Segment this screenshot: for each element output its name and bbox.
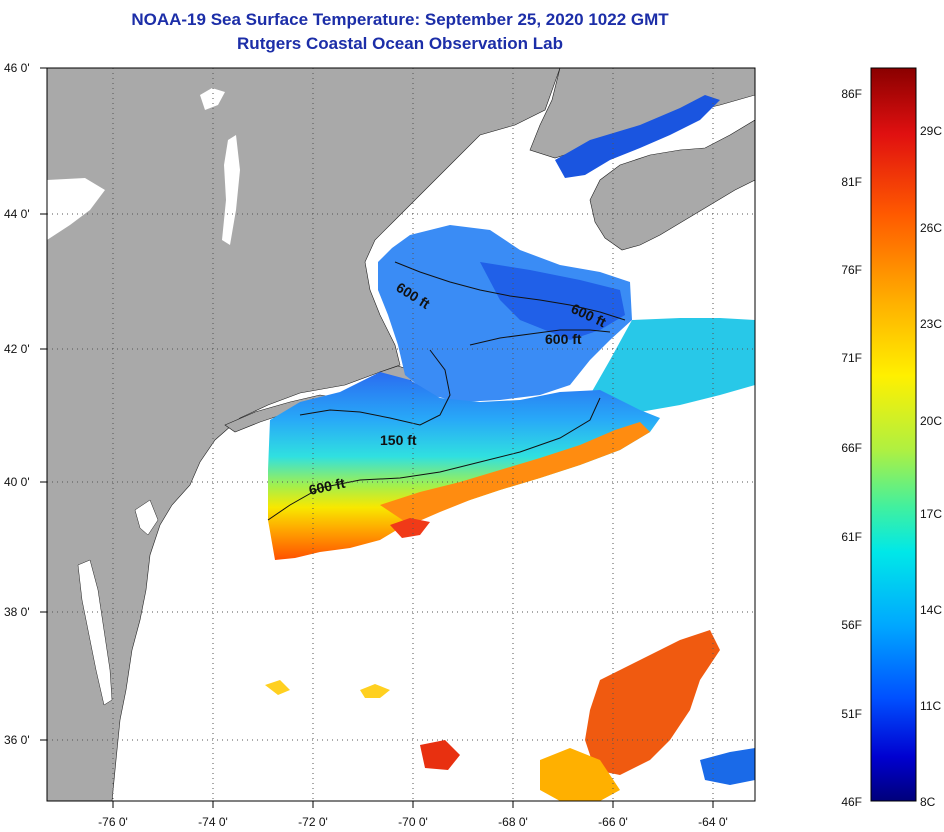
sst-gulf-cool: [480, 262, 625, 340]
lon-label: -64 0': [698, 815, 728, 829]
delaware-bay: [134, 499, 159, 536]
colorbar-c-label: 23C: [920, 317, 942, 331]
colorbar-c-label: 11C: [920, 699, 941, 713]
colorbar-f-label: 61F: [841, 530, 862, 544]
isobath-label: 600 ft: [545, 331, 582, 347]
colorbar-f-label: 76F: [841, 263, 862, 277]
colorbar-c-label: 26C: [920, 221, 942, 235]
temperature-colorbar: [870, 67, 917, 802]
sst-warm-slope: [380, 422, 650, 525]
lon-label: -70 0': [398, 815, 428, 829]
colorbar-c-label: 17C: [920, 507, 942, 521]
sst-patch-d: [265, 680, 390, 698]
lat-label: 42 0': [4, 342, 30, 356]
sst-bay-of-fundy: [555, 95, 720, 178]
map-subtitle: Rutgers Coastal Ocean Observation Lab: [237, 34, 563, 53]
sst-gulf-stream-b: [540, 748, 620, 801]
sst-hot-eddy: [390, 518, 430, 538]
colorbar-c-label: 20C: [920, 414, 942, 428]
colorbar-c-label: 14C: [920, 603, 942, 617]
lon-label: -72 0': [298, 815, 328, 829]
sst-patch-e: [700, 748, 755, 785]
lake-ontario-edge: [47, 178, 105, 240]
isobath-label: 600 ft: [307, 475, 346, 498]
map-title: NOAA-19 Sea Surface Temperature: Septemb…: [131, 10, 669, 29]
lon-label: -66 0': [598, 815, 628, 829]
isobath-600-south: [267, 397, 601, 521]
colorbar-f-label: 46F: [841, 795, 862, 809]
sst-scotian-shelf: [590, 318, 755, 420]
map-frame: [46, 67, 756, 802]
colorbar-c-label: 8C: [920, 795, 936, 809]
land-nova-scotia: [589, 119, 755, 251]
lat-label: 38 0': [4, 605, 30, 619]
colorbar-f-label: 66F: [841, 441, 862, 455]
land-mainland: [47, 68, 561, 801]
chesapeake-bay: [77, 559, 113, 706]
colorbar-f-label: 51F: [841, 707, 862, 721]
isobath-600-mid: [469, 329, 611, 346]
lat-label: 46 0': [4, 61, 30, 75]
colorbar-f-label: 71F: [841, 351, 862, 365]
colorbar-f-label: 81F: [841, 175, 862, 189]
axis-ticks: [40, 67, 714, 808]
colorbar-c-label: 29C: [920, 124, 942, 138]
lat-lon-grid: [47, 68, 755, 801]
sst-gulf-stream-a: [585, 630, 720, 775]
isobath-600-north: [394, 261, 626, 321]
colorbar-f-label: 86F: [841, 87, 862, 101]
lon-label: -76 0': [98, 815, 128, 829]
lon-label: -74 0': [198, 815, 228, 829]
isobath-150: [299, 349, 451, 426]
lake-champlain: [222, 135, 240, 245]
lon-label: -68 0': [498, 815, 528, 829]
colorbar-f-label: 56F: [841, 618, 862, 632]
sst-gulf-of-maine: [378, 225, 632, 402]
lat-label: 44 0': [4, 207, 30, 221]
sst-gulf-stream-c: [420, 740, 460, 770]
lat-label: 40 0': [4, 475, 30, 489]
lat-label: 36 0': [4, 733, 30, 747]
isobath-label: 150 ft: [380, 432, 417, 448]
